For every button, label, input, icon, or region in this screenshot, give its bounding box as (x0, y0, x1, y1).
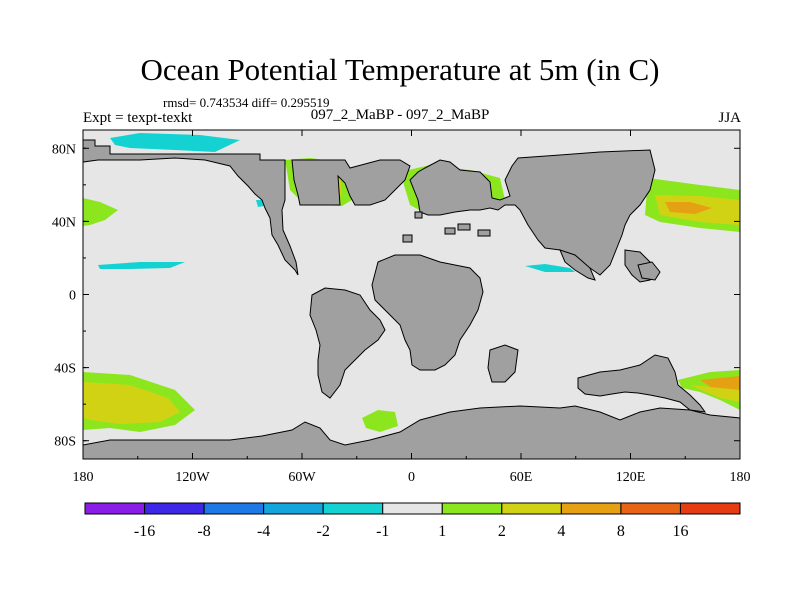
colorbar-swatch (84, 502, 146, 515)
y-tick-label: 80S (54, 435, 76, 450)
x-axis: 180 120W 60W 0 60E 120E 180 (73, 130, 751, 485)
colorbar-swatch (203, 502, 265, 515)
x-tick-label: 60W (288, 470, 316, 485)
anomaly-north-pacific-cold (98, 262, 185, 269)
stats-label: rmsd= 0.743534 diff= 0.295519 (163, 95, 330, 110)
anomaly-south-indian-yellow (690, 385, 740, 402)
colorbar-swatch (382, 502, 443, 515)
comparison-label: 097_2_MaBP - 097_2_MaBP (310, 107, 490, 123)
land-south-america (309, 287, 386, 399)
land-india-se-asia (559, 249, 596, 281)
colorbar-swatch (441, 502, 503, 515)
anomaly-north-west-pacific-core (665, 202, 712, 214)
land-layer (82, 139, 741, 460)
colorbar-label: -2 (317, 523, 330, 540)
land-north-america (82, 139, 299, 276)
colorbar-label: -1 (376, 523, 389, 540)
colorbar-label: -4 (257, 523, 270, 540)
land-madagascar (487, 344, 519, 383)
y-axis: 80N 40N 0 40S 80S (52, 142, 740, 450)
y-tick-label: 80N (52, 142, 76, 157)
colorbar-label: 16 (672, 523, 688, 540)
experiment-label: Expt = texpt-texkt (83, 110, 193, 126)
land-mediterranean-islands (444, 223, 491, 237)
land-australia (577, 354, 707, 413)
anomaly-small-cold-spot (256, 200, 264, 207)
land-europe-asia (409, 149, 656, 276)
x-tick-label: 120E (616, 470, 646, 485)
colorbar-label: 2 (498, 523, 506, 540)
x-tick-label: 180 (73, 470, 94, 485)
land-east-asia-islands (637, 261, 661, 281)
colorbar-swatch (560, 502, 622, 515)
y-tick-label: 0 (69, 289, 76, 304)
land-africa (371, 254, 484, 371)
colorbar-label: 8 (617, 523, 625, 540)
x-tick-label: 0 (408, 470, 415, 485)
colorbar-swatch (322, 502, 384, 515)
colorbar-swatch (620, 502, 681, 515)
colorbar-label: -16 (134, 523, 155, 540)
colorbar-label: 4 (557, 523, 565, 540)
anomaly-north-pacific-west-warm (83, 198, 118, 226)
land-antarctica (82, 405, 741, 460)
y-tick-label: 40S (54, 362, 76, 377)
season-label: JJA (718, 110, 741, 126)
colorbar-label: -8 (197, 523, 210, 540)
x-tick-label: 60E (510, 470, 533, 485)
colorbar: -16 -8 -4 -2 -1 1 2 4 8 16 (84, 502, 741, 540)
x-tick-label: 120W (175, 470, 210, 485)
y-tick-label: 40N (52, 215, 76, 230)
colorbar-swatch (679, 502, 741, 515)
anomaly-arctic-cold (110, 133, 240, 152)
anomaly-south-pacific-core (83, 382, 180, 424)
colorbar-swatch (144, 502, 205, 515)
anomaly-indian-ocean-cold (525, 264, 575, 272)
land-greenland (291, 159, 411, 206)
x-tick-label: 180 (730, 470, 751, 485)
colorbar-swatch (501, 502, 562, 515)
plot-title: Ocean Potential Temperature at 5m (in C) (140, 52, 660, 87)
anomaly-south-atlantic-warm (362, 410, 398, 432)
colorbar-swatch (263, 502, 324, 515)
colorbar-label: 1 (438, 523, 446, 540)
land-small-islands (402, 211, 423, 243)
